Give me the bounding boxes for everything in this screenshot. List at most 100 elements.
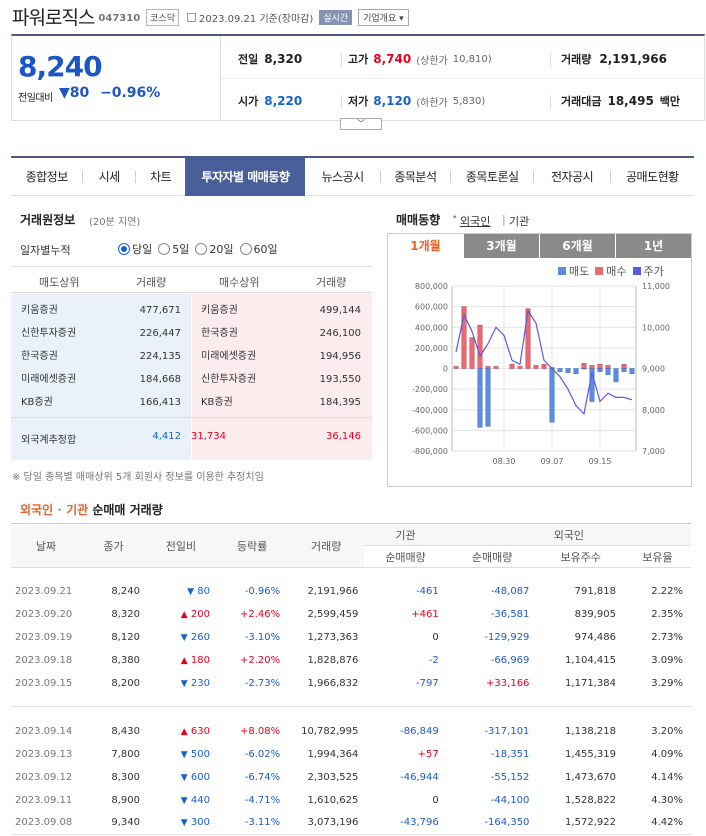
row-frgn-net: -18,351 — [490, 748, 530, 760]
table-row: 2023.09.08 9,340 ▼ 300 -3.11% 3,073,196 -43,7… — [11, 812, 691, 835]
tab-9[interactable]: 공매도현황 — [625, 170, 679, 184]
buy-broker-volume: 184,395 — [319, 397, 361, 408]
up-arrow-icon: ▲ — [180, 726, 188, 737]
stock-code: 047310 — [98, 12, 141, 24]
amount-cell: 거래대금 18,495 백만 — [561, 94, 681, 108]
chart-tab-2[interactable]: 3개월 — [463, 234, 539, 258]
broker-title: 거래원정보 — [20, 213, 76, 227]
row-frgn-hold: 791,818 — [574, 585, 616, 597]
up-arrow-icon: ▲ — [180, 609, 188, 620]
buy-broker-volume: 194,956 — [319, 351, 361, 362]
row-frgn-ratio: 2.22% — [651, 585, 683, 597]
row-diff: ▼ 260 — [180, 631, 210, 643]
sell-bar — [597, 368, 603, 372]
col-inst: 기관 — [364, 523, 447, 546]
quote-panel: 8,240 전일대비 ▼80 −0.96% 전일 8,320 고가 8,740 … — [11, 34, 705, 121]
row-inst-net: 0 — [432, 631, 439, 643]
radio-icon[interactable] — [239, 243, 252, 255]
buy-broker-volume: 193,550 — [319, 374, 361, 385]
row-frgn-net: -129,929 — [484, 631, 530, 643]
row-date: 2023.09.11 — [15, 794, 73, 806]
table-row: 2023.09.14 8,430 ▲ 630 +8.08% 10,782,995 -86,… — [11, 720, 691, 743]
row-date: 2023.09.14 — [15, 725, 73, 737]
sell-broker-name: KB증권 — [21, 397, 53, 408]
row-volume: 2,599,459 — [307, 608, 359, 620]
period-radio-5d[interactable]: 5일 — [158, 241, 189, 257]
chart-tab-1[interactable]: 1개월 — [388, 234, 463, 258]
quote-date: 2023.09.21 기준(장마감) — [199, 14, 314, 25]
tab-5[interactable]: 뉴스공시 — [321, 170, 364, 184]
tab-2[interactable]: 시세 — [98, 170, 121, 184]
tab-1[interactable]: 종합정보 — [25, 170, 69, 184]
period-radio-60d[interactable]: 60일 — [239, 241, 278, 257]
trend-chart: 800,000 600,000 400,000 200,000 0 -200,000 -40… — [412, 282, 670, 466]
row-frgn-ratio: 4.42% — [651, 817, 683, 829]
tab-6[interactable]: 종목분석 — [394, 170, 437, 184]
trend-chart-box: 1개월 3개월 6개월 1년 매도 매수 주가 800,000 600,000 400,0… — [387, 233, 692, 487]
divider-row — [11, 834, 691, 836]
col-sell-top: 매도상위 — [39, 276, 80, 289]
divider-row — [11, 706, 691, 708]
trend-inst-link[interactable]: 기관 — [509, 215, 530, 228]
buy-bar — [509, 364, 515, 369]
row-frgn-hold: 1,473,670 — [565, 771, 616, 783]
sell-broker-name: 키움증권 — [21, 305, 58, 316]
diff-label: 전일대비 — [18, 93, 53, 104]
period-radio-20d[interactable]: 20일 — [195, 241, 234, 257]
sell-broker-volume: 226,447 — [139, 328, 181, 339]
divider — [220, 36, 221, 121]
down-arrow-icon: ▼ — [59, 85, 70, 101]
tab-7[interactable]: 종목토론실 — [465, 170, 519, 184]
row-diff: ▼ 80 — [187, 585, 210, 597]
row-frgn-ratio: 4.14% — [651, 771, 683, 783]
tab-separator — [609, 171, 611, 183]
expand-toggle-button[interactable]: ﹀ — [340, 118, 382, 130]
period-radio-today[interactable]: 당일 — [118, 241, 152, 257]
row-date: 2023.09.20 — [15, 608, 73, 620]
buy-bar — [461, 306, 467, 369]
buy-broker-name: KB증권 — [201, 397, 233, 408]
row-frgn-ratio: 4.30% — [651, 794, 683, 806]
tab-3[interactable]: 차트 — [150, 170, 172, 184]
realtime-button[interactable]: 실시간 — [319, 10, 353, 25]
row-frgn-hold: 1,171,384 — [565, 677, 616, 689]
broker-rows: 키움증권 477,671 키움증권 499,144 신한투자증권 226,447 한국증권 2… — [11, 294, 372, 460]
col-frgn-hold: 보유주수 — [537, 545, 624, 568]
sell-broker-name: 한국증권 — [21, 351, 58, 362]
row-frgn-net: -36,581 — [490, 608, 530, 620]
row-frgn-ratio: 3.20% — [651, 725, 683, 737]
row-close: 8,300 — [111, 771, 140, 783]
chart-tab-4[interactable]: 1년 — [615, 234, 691, 258]
row-frgn-hold: 1,528,822 — [565, 794, 616, 806]
trend-foreign-link[interactable]: 외국인 — [460, 215, 491, 228]
legend-sell: 매도 — [558, 263, 589, 279]
row-close: 7,800 — [111, 748, 140, 760]
radio-icon[interactable] — [195, 243, 208, 255]
col-diff: 전일비 — [145, 523, 216, 568]
sell-bar — [613, 368, 619, 383]
y-left-tick-label: -800,000 — [412, 447, 448, 456]
tab-4[interactable]: 투자자별 매매동향 — [185, 158, 306, 196]
tab-8[interactable]: 전자공시 — [550, 170, 594, 184]
broker-table-header: 매도상위 거래량 매수상위 거래량 — [11, 266, 372, 293]
row-diff: ▼ 440 — [180, 794, 210, 806]
foreign-buy: 36,146 — [326, 431, 361, 442]
row-close: 8,430 — [111, 725, 140, 737]
y-left-tick-label: -400,000 — [412, 406, 448, 415]
table-row: 2023.09.11 8,900 ▼ 440 -4.71% 1,610,625 0 -44,… — [11, 789, 691, 812]
current-price: 8,240 — [18, 50, 103, 83]
row-rate: -3.11% — [244, 817, 281, 829]
radio-icon[interactable] — [158, 243, 171, 255]
legend-price: 주가 — [632, 263, 664, 279]
chart-tab-3[interactable]: 6개월 — [539, 234, 615, 258]
y-left-tick-label: 0 — [443, 365, 448, 374]
company-overview-button[interactable]: 기업개요 ▾ — [358, 9, 409, 26]
row-rate: +2.20% — [239, 654, 281, 666]
radio-selected-icon[interactable] — [118, 243, 130, 255]
tab-separator — [450, 171, 452, 183]
buy-bar — [533, 365, 539, 369]
down-arrow-icon: ▼ — [180, 795, 188, 806]
foreign-label: 외국계추정합 — [21, 435, 77, 446]
buy-bar — [605, 365, 611, 369]
sell-broker-volume: 166,413 — [139, 397, 181, 408]
